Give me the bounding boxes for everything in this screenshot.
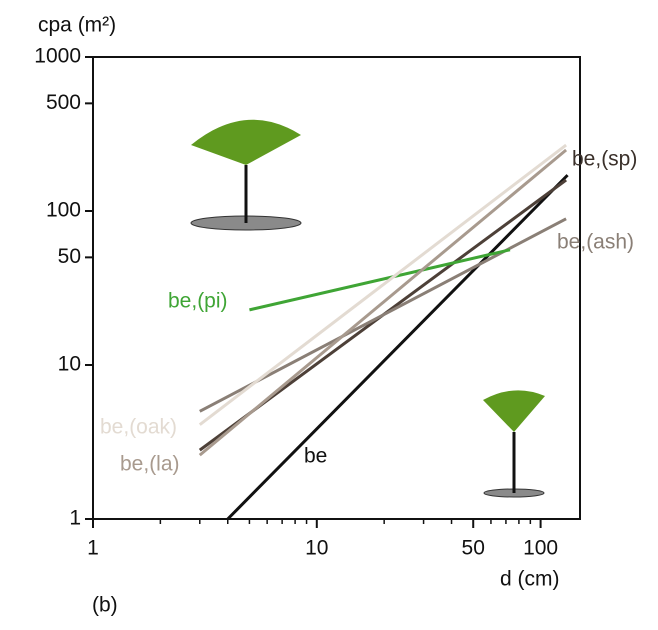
y-tick-label: 10 — [58, 353, 81, 376]
series-line — [249, 250, 510, 310]
x-tick-label: 50 — [462, 537, 485, 560]
y-tick-label: 500 — [46, 91, 81, 114]
series-label: be,(ash) — [557, 231, 634, 254]
chart: cpa (m²) d (cm) (b) 1 10 50 100 500 1000 1 10 50… — [0, 0, 658, 625]
x-axis-label: d (cm) — [500, 568, 560, 591]
x-tick-label: 100 — [523, 537, 558, 560]
x-tick-label: 1 — [87, 537, 99, 560]
y-tick-label: 100 — [46, 199, 81, 222]
y-axis-label: cpa (m²) — [38, 14, 116, 37]
series-label: be,(oak) — [100, 416, 177, 439]
series-label: be,(sp) — [572, 148, 637, 171]
series-label: be,(pi) — [168, 290, 228, 313]
plot-frame — [93, 57, 580, 519]
x-tick-label: 10 — [305, 537, 328, 560]
tree-icon — [483, 390, 545, 497]
series-line — [200, 145, 566, 425]
panel-label: (b) — [92, 594, 118, 617]
tree-icon — [191, 120, 301, 230]
y-tick-label: 1 — [69, 507, 81, 530]
series-label: be — [304, 445, 327, 468]
series-label: be,(la) — [120, 453, 180, 476]
y-tick-label: 1000 — [34, 45, 81, 68]
y-tick-label: 50 — [58, 245, 81, 268]
